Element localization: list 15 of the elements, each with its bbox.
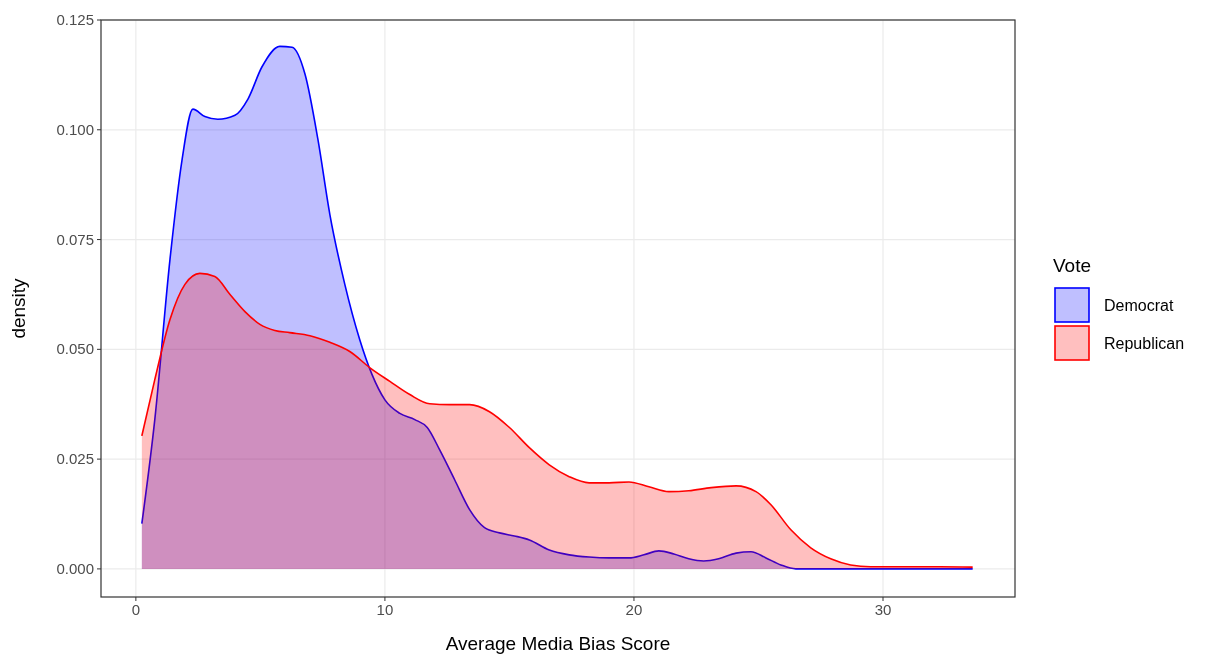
x-axis-title: Average Media Bias Score [445,633,671,654]
y-tick-label: 0.000 [56,559,94,577]
y-axis-title: density [8,277,29,339]
x-tick-label: 30 [874,601,892,618]
legend-label: Republican [1104,335,1185,352]
x-tick-label: 20 [625,601,643,618]
x-tick-label: 10 [376,601,394,618]
y-tick-label: 0.075 [56,230,94,248]
legend-label: Democrat [1104,297,1174,314]
y-tick-label: 0.125 [56,11,94,28]
legend-title: Vote [1053,255,1092,276]
y-tick-label: 0.100 [56,120,94,138]
y-tick-label: 0.050 [56,340,94,358]
x-tick-label: 0 [131,601,141,618]
y-tick-label: 0.025 [56,450,94,468]
